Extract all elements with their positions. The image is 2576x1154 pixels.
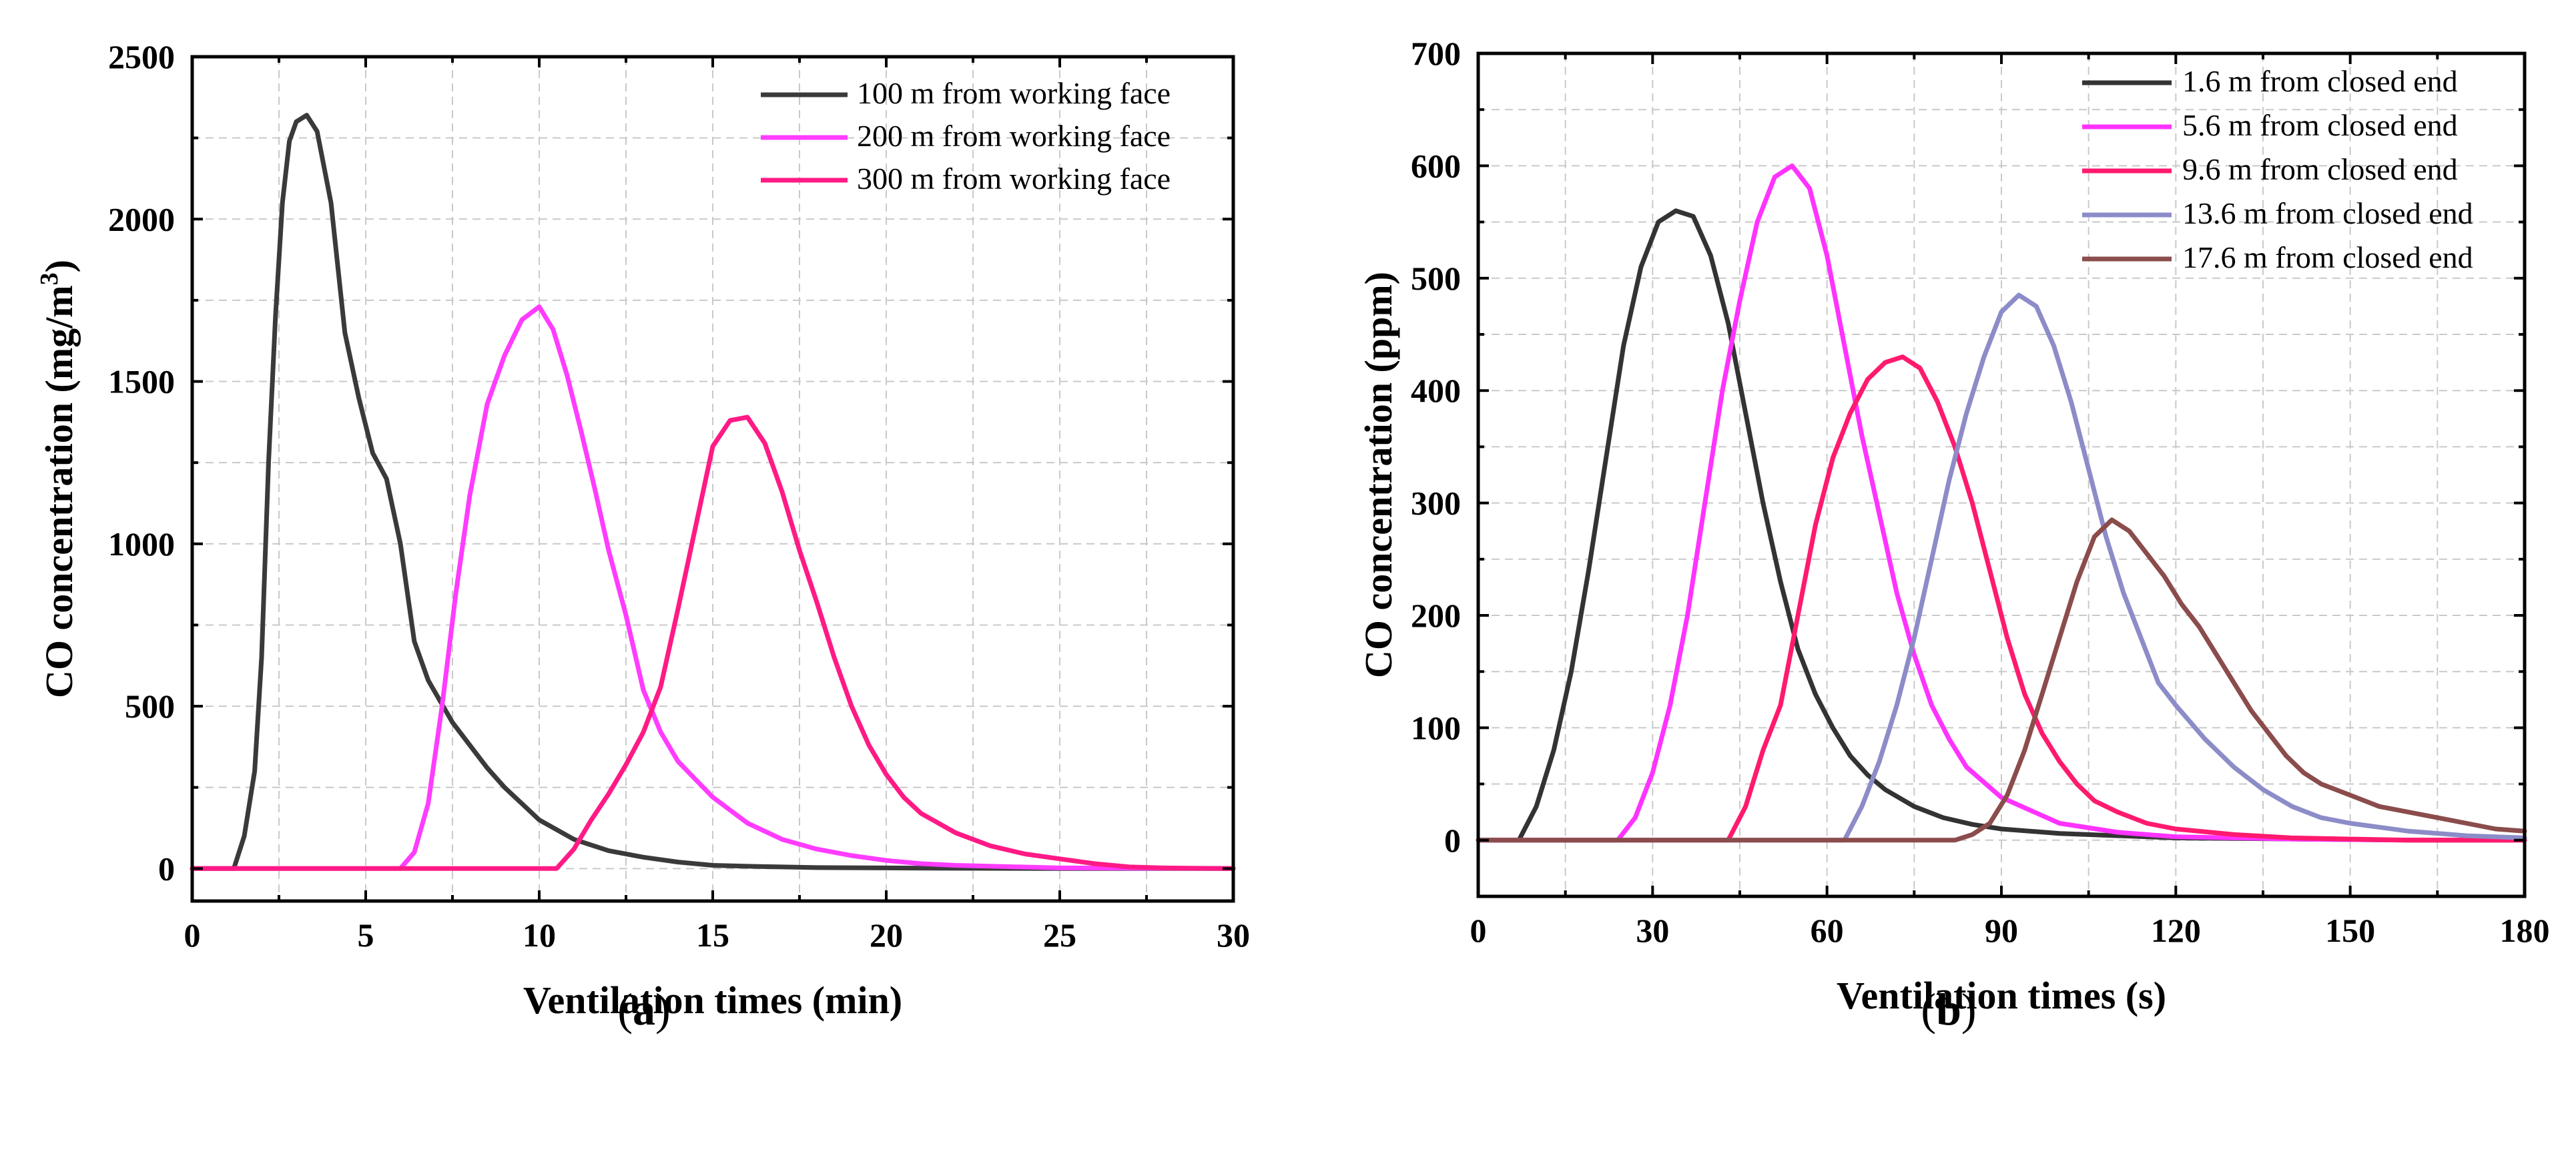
x-tick-label: 25	[1043, 916, 1076, 954]
panel-caption-letter: a	[633, 984, 655, 1035]
y-tick-label: 0	[1444, 822, 1461, 859]
panel-caption-open: (	[617, 984, 633, 1035]
y-tick-label: 700	[1411, 35, 1461, 72]
x-axis-title: Ventilation times (min)	[523, 978, 902, 1022]
series-line-2	[1476, 163, 2527, 843]
x-axis-title: Ventilation times (s)	[1837, 974, 2166, 1017]
legend-label-1: 100 m from working face	[857, 76, 1171, 110]
y-tick-label: 600	[1411, 147, 1461, 184]
x-tick-label: 10	[523, 916, 556, 954]
x-tick-label: 120	[2151, 912, 2201, 949]
legend-label-4: 13.6 m from closed end	[2182, 196, 2473, 230]
y-tick-label: 1500	[108, 363, 175, 400]
panel-caption-letter: b	[1936, 984, 1961, 1035]
legend-label-3: 300 m from working face	[857, 162, 1171, 196]
series-line-3	[190, 414, 1236, 871]
x-tick-label: 150	[2325, 912, 2375, 949]
x-tick-label: 5	[358, 916, 374, 954]
panel-caption: (b)	[1921, 984, 1976, 1035]
legend-label-5: 17.6 m from closed end	[2182, 240, 2473, 274]
y-axis-title-end: )	[37, 260, 81, 272]
x-tick-label: 60	[1811, 912, 1844, 949]
legend-label-2: 200 m from working face	[857, 119, 1171, 153]
x-tick-label: 0	[1470, 912, 1487, 949]
y-axis-title-main: CO concentration (mg/m	[37, 285, 81, 698]
y-axis-title-sup: 3	[35, 272, 63, 285]
y-tick-label: 100	[1411, 709, 1461, 746]
y-tick-label: 1000	[108, 525, 175, 563]
series-line-3	[1476, 354, 2527, 843]
y-axis-title: CO concentration (mg/m3)	[35, 260, 81, 698]
x-tick-label: 0	[184, 916, 201, 954]
x-tick-label: 180	[2500, 912, 2550, 949]
series-line-5	[1476, 517, 2527, 843]
series-line-1	[190, 113, 1236, 871]
y-tick-label: 2000	[108, 200, 175, 238]
y-tick-label: 500	[125, 687, 175, 725]
y-tick-label: 2500	[108, 38, 175, 75]
y-tick-label: 0	[158, 850, 175, 887]
series-line-4	[1476, 292, 2527, 843]
x-tick-label: 20	[870, 916, 903, 954]
y-axis-title: CO concentration (ppm)	[1357, 272, 1400, 678]
x-tick-label: 30	[1217, 916, 1250, 954]
y-tick-label: 500	[1411, 260, 1461, 297]
series-line-1	[1476, 208, 2527, 843]
x-tick-label: 90	[1985, 912, 2018, 949]
panel-caption: (a)	[617, 984, 670, 1035]
x-tick-label: 15	[696, 916, 729, 954]
y-tick-label: 200	[1411, 597, 1461, 634]
legend-label-1: 1.6 m from closed end	[2182, 64, 2458, 98]
panel-caption-close: )	[1961, 984, 1977, 1035]
series-line-2	[190, 304, 1236, 871]
chart-panel-b: 0 30 60 90 120 150 180 0 100 200 300 400 500 600 700 Ve…	[1357, 35, 2550, 1035]
legend-label-2: 5.6 m from closed end	[2182, 108, 2458, 142]
legend-label-3: 9.6 m from closed end	[2182, 152, 2458, 186]
chart-panel-a: 0 5 10 15 20 25 30 0 500 1000 1500 2000 2500 Ventilat…	[35, 38, 1250, 1035]
y-tick-label: 400	[1411, 372, 1461, 409]
panel-caption-close: )	[655, 984, 671, 1035]
x-tick-label: 30	[1636, 912, 1669, 949]
panel-caption-open: (	[1921, 984, 1936, 1035]
y-tick-label: 300	[1411, 485, 1461, 522]
